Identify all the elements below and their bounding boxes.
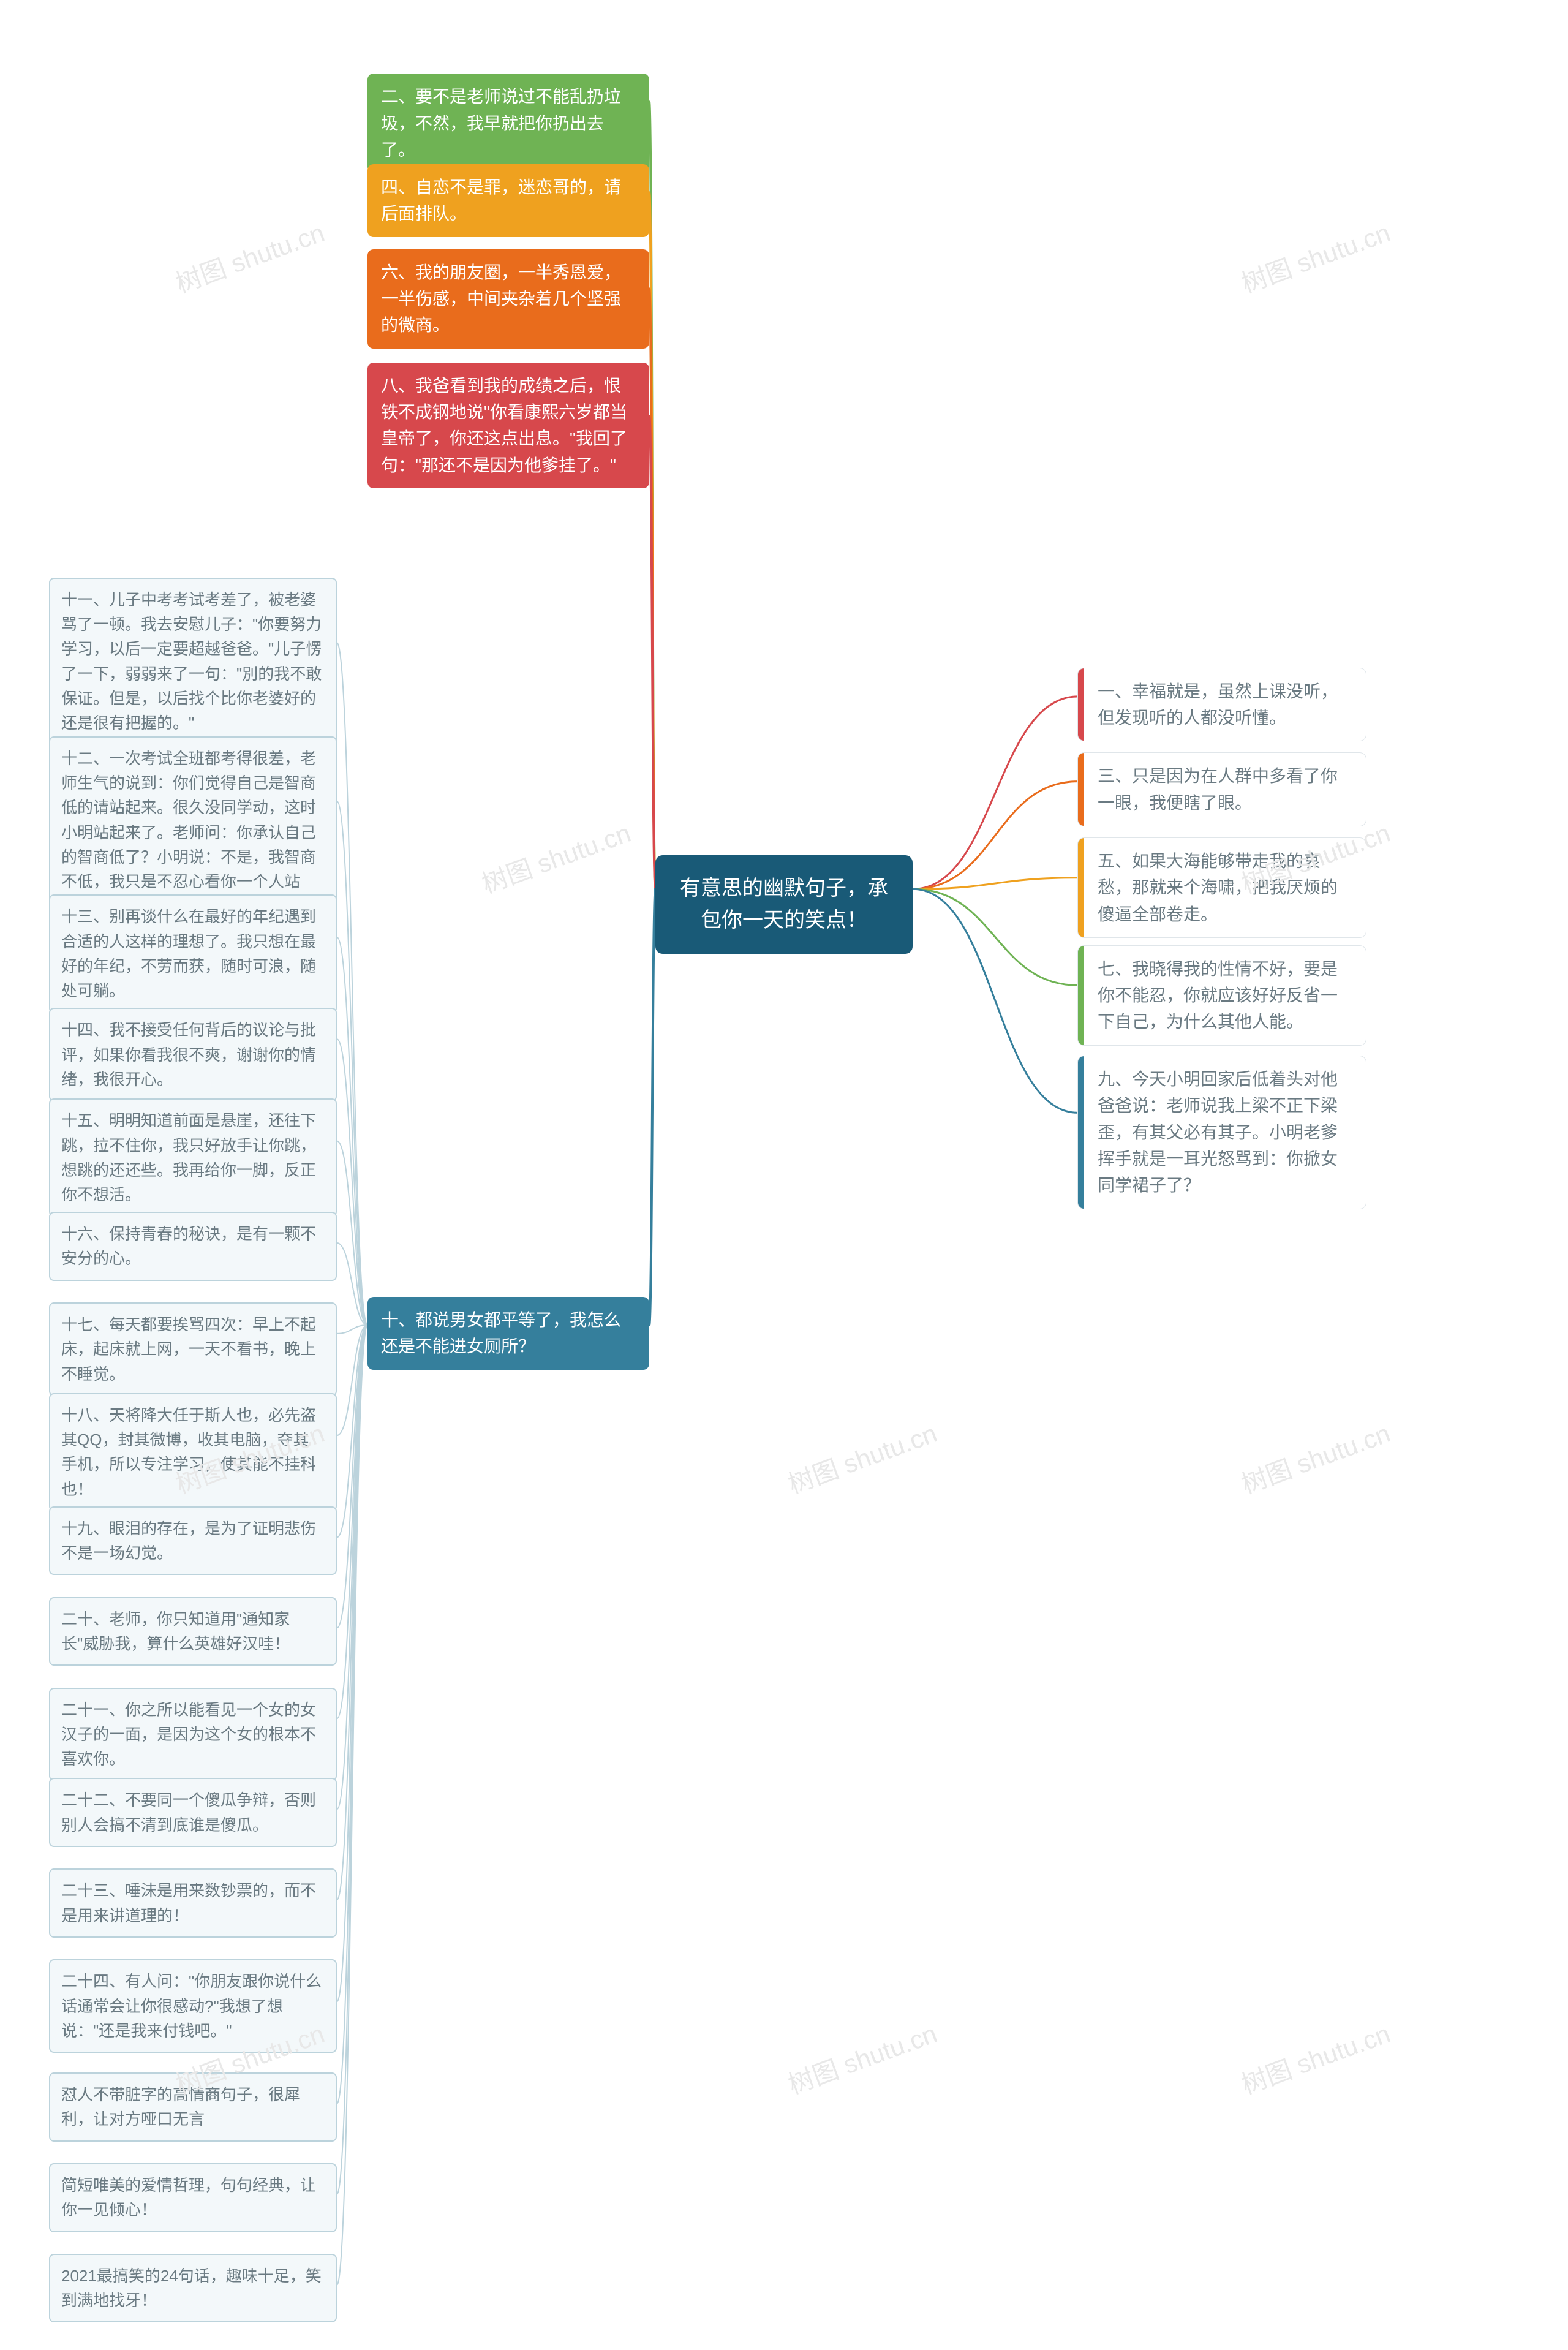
leaf-text-3: 十四、我不接受任何背后的议论与批评，如果你看我很不爽，谢谢你的情绪，我很开心。	[61, 1021, 316, 1089]
leaf-text-14: 怼人不带脏字的高情商句子，很犀利，让对方哑口无言	[61, 2085, 300, 2128]
leaf-text-5: 十六、保持青春的秘诀，是有一颗不安分的心。	[61, 1225, 316, 1268]
watermark-5: 树图 shutu.cn	[782, 1413, 941, 1501]
leaf-node-13: 二十四、有人问："你朋友跟你说什么话通常会让你很感动?"我想了想说："还是我来付…	[49, 1959, 337, 2053]
leaf-node-12: 二十三、唾沫是用来数钞票的，而不是用来讲道理的！	[49, 1868, 337, 1938]
leaf-node-11: 二十二、不要同一个傻瓜争辩，否则别人会搞不清到底谁是傻瓜。	[49, 1778, 337, 1847]
watermark-0: 树图 shutu.cn	[170, 213, 329, 301]
left-upper-node-1: 四、自恋不是罪，迷恋哥的，请后面排队。	[368, 164, 649, 237]
leaf-text-13: 二十四、有人问："你朋友跟你说什么话通常会让你很感动?"我想了想说："还是我来付…	[61, 1972, 322, 2040]
leaf-text-6: 十七、每天都要挨骂四次：早上不起床，起床就上网，一天不看书，晚上不睡觉。	[61, 1315, 316, 1383]
watermark-text-1: 树图 shutu.cn	[1238, 218, 1394, 298]
leaf-node-2: 十三、别再谈什么在最好的年纪遇到合适的人这样的理想了。我只想在最好的年纪，不劳而…	[49, 894, 337, 1013]
leaf-text-0: 十一、儿子中考考试考差了，被老婆骂了一顿。我去安慰儿子："你要努力学习，以后一定…	[61, 591, 322, 732]
leaf-node-0: 十一、儿子中考考试考差了，被老婆骂了一顿。我去安慰儿子："你要努力学习，以后一定…	[49, 578, 337, 746]
right-text-4: 九、今天小明回家后低着头对他爸爸说：老师说我上梁不正下梁歪，有其父必有其子。小明…	[1098, 1070, 1338, 1195]
leaf-node-9: 二十、老师，你只知道用"通知家长"威胁我，算什么英雄好汉哇！	[49, 1597, 337, 1666]
leaf-text-10: 二十一、你之所以能看见一个女的女汉子的一面，是因为这个女的根本不喜欢你。	[61, 1701, 316, 1769]
left-upper-text-2: 六、我的朋友圈，一半秀恩爱，一半伤感，中间夹杂着几个坚强的微商。	[381, 263, 621, 335]
leaf-node-6: 十七、每天都要挨骂四次：早上不起床，起床就上网，一天不看书，晚上不睡觉。	[49, 1302, 337, 1396]
watermark-text-8: 树图 shutu.cn	[785, 2019, 941, 2099]
leaf-text-8: 十九、眼泪的存在，是为了证明悲伤不是一场幻觉。	[61, 1519, 316, 1562]
left-upper-text-3: 八、我爸看到我的成绩之后，恨铁不成钢地说"你看康熙六岁都当皇帝了，你还这点出息。…	[381, 376, 627, 475]
leaf-text-11: 二十二、不要同一个傻瓜争辩，否则别人会搞不清到底谁是傻瓜。	[61, 1791, 316, 1834]
leaf-text-9: 二十、老师，你只知道用"通知家长"威胁我，算什么英雄好汉哇！	[61, 1610, 290, 1653]
right-node-3: 七、我晓得我的性情不好，要是你不能忍，你就应该好好反省一下自己，为什么其他人能。	[1078, 946, 1366, 1045]
leaf-node-5: 十六、保持青春的秘诀，是有一颗不安分的心。	[49, 1212, 337, 1281]
leaf-node-7: 十八、天将降大任于斯人也，必先盗其QQ，封其微博，收其电脑，夺其手机，所以专注学…	[49, 1393, 337, 1511]
leaf-text-2: 十三、别再谈什么在最好的年纪遇到合适的人这样的理想了。我只想在最好的年纪，不劳而…	[61, 907, 316, 1000]
leaf-text-7: 十八、天将降大任于斯人也，必先盗其QQ，封其微博，收其电脑，夺其手机，所以专注学…	[61, 1406, 316, 1498]
left-upper-text-1: 四、自恋不是罪，迷恋哥的，请后面排队。	[381, 178, 621, 223]
watermark-9: 树图 shutu.cn	[1235, 2013, 1395, 2101]
branch-10-text: 十、都说男女都平等了，我怎么还是不能进女厕所？	[381, 1310, 621, 1356]
watermark-text-2: 树图 shutu.cn	[478, 818, 635, 899]
watermark-8: 树图 shutu.cn	[782, 2013, 941, 2101]
watermark-text-5: 树图 shutu.cn	[785, 1419, 941, 1499]
right-node-1: 三、只是因为在人群中多看了你一眼，我便瞎了眼。	[1078, 753, 1366, 826]
leaf-text-16: 2021最搞笑的24句话，趣味十足，笑到满地找牙！	[61, 2267, 322, 2310]
right-node-4: 九、今天小明回家后低着头对他爸爸说：老师说我上梁不正下梁歪，有其父必有其子。小明…	[1078, 1056, 1366, 1209]
leaf-node-14: 怼人不带脏字的高情商句子，很犀利，让对方哑口无言	[49, 2072, 337, 2142]
leaf-text-15: 简短唯美的爱情哲理，句句经典，让你一见倾心！	[61, 2176, 316, 2219]
right-text-1: 三、只是因为在人群中多看了你一眼，我便瞎了眼。	[1098, 766, 1338, 812]
left-upper-node-0: 二、要不是老师说过不能乱扔垃圾，不然，我早就把你扔出去了。	[368, 74, 649, 173]
watermark-text-0: 树图 shutu.cn	[172, 218, 328, 298]
right-node-2: 五、如果大海能够带走我的哀愁，那就来个海啸，把我厌烦的傻逼全部卷走。	[1078, 838, 1366, 937]
leaf-node-3: 十四、我不接受任何背后的议论与批评，如果你看我很不爽，谢谢你的情绪，我很开心。	[49, 1008, 337, 1101]
right-text-0: 一、幸福就是，虽然上课没听，但发现听的人都没听懂。	[1098, 682, 1338, 727]
leaf-node-10: 二十一、你之所以能看见一个女的女汉子的一面，是因为这个女的根本不喜欢你。	[49, 1688, 337, 1781]
right-node-0: 一、幸福就是，虽然上课没听，但发现听的人都没听懂。	[1078, 668, 1366, 741]
left-upper-text-0: 二、要不是老师说过不能乱扔垃圾，不然，我早就把你扔出去了。	[381, 87, 621, 159]
leaf-text-1: 十二、一次考试全班都考得很差，老师生气的说到：你们觉得自己是智商低的请站起来。很…	[61, 749, 316, 916]
watermark-1: 树图 shutu.cn	[1235, 213, 1395, 301]
leaf-text-4: 十五、明明知道前面是悬崖，还往下跳，拉不住你，我只好放手让你跳，想跳的还还些。我…	[61, 1111, 316, 1204]
leaf-text-12: 二十三、唾沫是用来数钞票的，而不是用来讲道理的！	[61, 1881, 316, 1924]
right-text-2: 五、如果大海能够带走我的哀愁，那就来个海啸，把我厌烦的傻逼全部卷走。	[1098, 852, 1338, 924]
leaf-node-8: 十九、眼泪的存在，是为了证明悲伤不是一场幻觉。	[49, 1506, 337, 1576]
right-text-3: 七、我晓得我的性情不好，要是你不能忍，你就应该好好反省一下自己，为什么其他人能。	[1098, 959, 1338, 1032]
watermark-text-6: 树图 shutu.cn	[1238, 1419, 1394, 1499]
leaf-node-15: 简短唯美的爱情哲理，句句经典，让你一见倾心！	[49, 2163, 337, 2232]
leaf-node-4: 十五、明明知道前面是悬崖，还往下跳，拉不住你，我只好放手让你跳，想跳的还还些。我…	[49, 1098, 337, 1217]
root-text: 有意思的幽默句子，承包你一天的笑点！	[680, 877, 888, 932]
left-upper-node-2: 六、我的朋友圈，一半秀恩爱，一半伤感，中间夹杂着几个坚强的微商。	[368, 249, 649, 349]
root-node: 有意思的幽默句子，承包你一天的笑点！	[655, 855, 913, 954]
branch-10-node: 十、都说男女都平等了，我怎么还是不能进女厕所？	[368, 1297, 649, 1370]
watermark-text-9: 树图 shutu.cn	[1238, 2019, 1394, 2099]
watermark-6: 树图 shutu.cn	[1235, 1413, 1395, 1501]
watermark-2: 树图 shutu.cn	[476, 812, 635, 901]
left-upper-node-3: 八、我爸看到我的成绩之后，恨铁不成钢地说"你看康熙六岁都当皇帝了，你还这点出息。…	[368, 363, 649, 489]
leaf-node-16: 2021最搞笑的24句话，趣味十足，笑到满地找牙！	[49, 2254, 337, 2323]
